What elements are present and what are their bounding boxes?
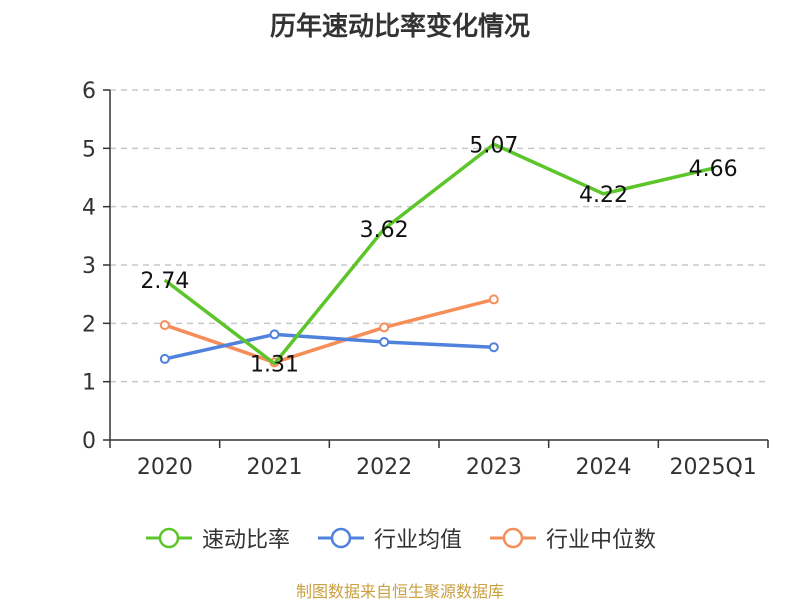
data-label: 2.74: [140, 269, 189, 294]
x-tick-label: 2025Q1: [670, 455, 757, 480]
x-tick-label: 2020: [137, 455, 193, 480]
legend-swatch-marker: [330, 527, 352, 549]
grid-lines: [110, 89, 768, 383]
data-point: [488, 294, 499, 305]
series-line: [163, 142, 714, 366]
data-point: [269, 329, 280, 340]
y-tick-label: 0: [82, 429, 96, 454]
y-tick-label: 6: [82, 79, 96, 104]
legend-swatch-icon: [317, 527, 364, 549]
data-point: [379, 322, 390, 333]
legend-item[interactable]: 行业均值: [316, 522, 462, 554]
chart-title: 历年速动比率变化情况: [269, 12, 530, 42]
legend-swatch-marker: [502, 527, 524, 549]
source-note: 制图数据来自恒生聚源数据库: [295, 582, 504, 601]
series-line: [164, 332, 494, 361]
y-tick-label: 5: [82, 137, 96, 162]
legend-label: 速动比率: [201, 528, 290, 553]
y-tick-label: 4: [82, 196, 96, 221]
data-label: 4.22: [579, 183, 628, 208]
data-point: [159, 353, 170, 364]
legend-label: 行业中位数: [546, 528, 657, 553]
data-label: 4.66: [689, 157, 738, 182]
x-tick-label: 2023: [466, 455, 522, 480]
y-tick-label: 3: [82, 254, 96, 279]
data-label: 5.07: [469, 133, 518, 158]
legend-item[interactable]: 速动比率: [144, 522, 290, 554]
legend-swatch-marker: [158, 527, 180, 549]
y-tick-label: 2: [82, 312, 96, 337]
legend-swatch-icon: [145, 527, 192, 549]
legend-label: 行业均值: [373, 528, 462, 553]
legend: 速动比率 行业均值 行业中位数: [0, 518, 800, 558]
series-line: [164, 297, 495, 365]
y-tick-label: 1: [82, 371, 96, 396]
data-point: [159, 320, 170, 331]
data-point: [379, 337, 390, 347]
data-label: 3.62: [360, 218, 409, 243]
x-tick-label: 2021: [247, 455, 303, 480]
legend-item[interactable]: 行业中位数: [488, 522, 656, 554]
data-label: 1.31: [250, 353, 299, 378]
x-tick-label: 2022: [356, 455, 412, 480]
axes: 0 1 2 3 4 5 6 2020 2021 2022 2023 2024 2025Q1: [82, 79, 769, 480]
data-point: [488, 342, 499, 353]
x-tick-label: 2024: [576, 455, 632, 480]
legend-swatch-icon: [490, 527, 536, 549]
series: [159, 142, 714, 368]
data-labels: 2.74 1.31 3.62 5.07 4.22 4.66: [140, 133, 737, 377]
